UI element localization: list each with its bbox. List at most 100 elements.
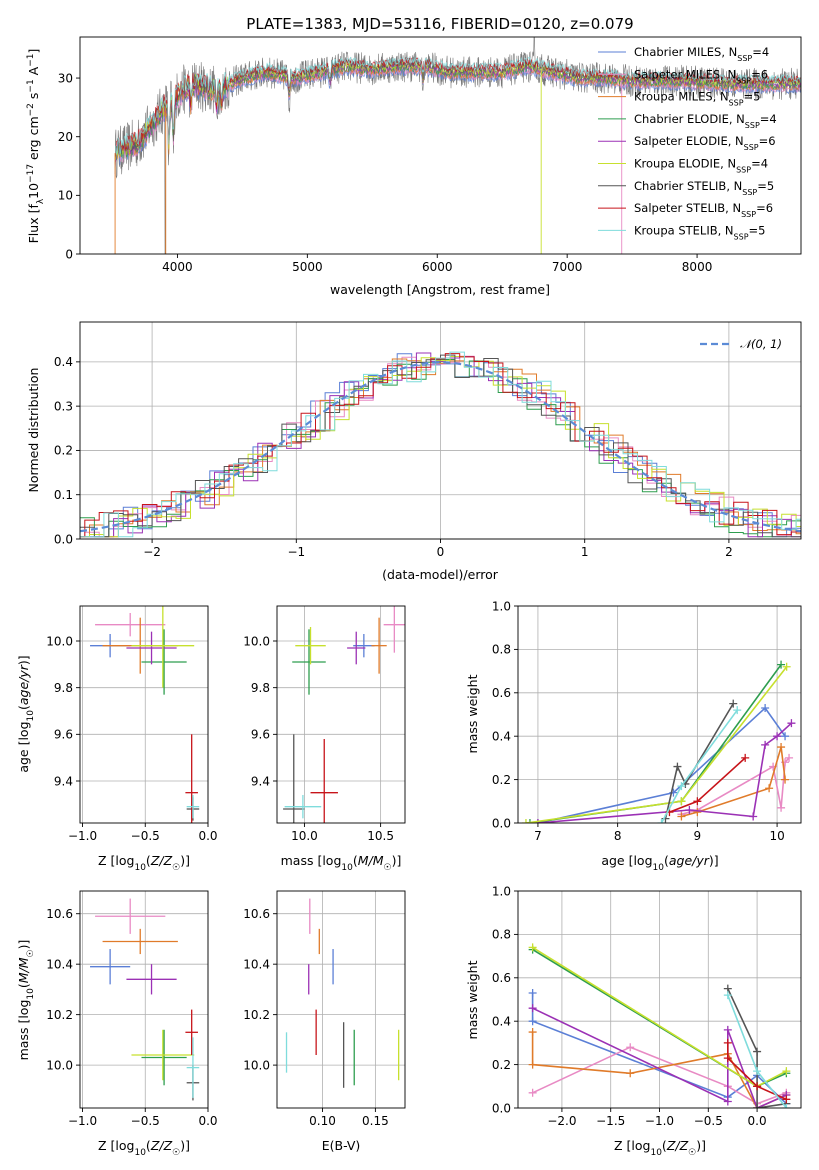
age_vs_mass-frame: 10.0 10.5 9.4 9.6 9.8 10.0 — [243, 605, 406, 843]
weight-series-kroupa-elodie — [521, 662, 791, 823]
weight_vs_Z-ytick-label: 0.0 — [492, 1101, 511, 1115]
weight-marker — [528, 1017, 537, 1026]
errorbar-salpeter-stelib — [185, 1009, 198, 1056]
age_vs_Z-plot — [90, 606, 200, 823]
weight-series-kroupa-stelib — [657, 706, 742, 823]
weight_vs_Z-ytick-label: 0.6 — [492, 971, 511, 985]
weight_vs_Z-ytick-label: 0.2 — [492, 1058, 511, 1072]
histogram-salpeter-elodie — [80, 352, 801, 538]
histogram-salpeter-stelib — [80, 353, 801, 538]
mass_vs_Z-xtick-label: −0.5 — [131, 1114, 160, 1128]
weight_vs_Z-ytick-label: 0.8 — [492, 928, 511, 942]
age_vs_mass-axes — [277, 606, 405, 823]
weight_vs_age-ytick-label: 1.0 — [492, 599, 511, 613]
spectrum-xtick-label: 8000 — [682, 260, 713, 274]
weight-series-chabrier-miles — [533, 703, 790, 823]
weight-age-xlabel: age [log10(age/yr)] — [601, 853, 718, 873]
mass_vs_ebv-ytick-label: 10.4 — [243, 957, 270, 971]
weight-marker — [693, 797, 702, 806]
weight-marker — [753, 1104, 762, 1108]
age-mass-xlabel: mass [log10(M/M☉)] — [281, 853, 402, 873]
age-Z-xlabel: Z [log10(Z/Z☉)] — [98, 853, 190, 873]
weight-Z-ylabel: mass weight — [465, 960, 480, 1039]
weight-marker — [626, 1069, 635, 1078]
mass_vs_Z-ytick-label: 10.6 — [46, 907, 73, 921]
errorbar-chabrier-miles — [90, 949, 131, 985]
weight-marker — [782, 662, 791, 671]
residuals-ytick-label: 0.0 — [54, 532, 73, 546]
legend-entry: Kroupa STELIB, NSSP=5 — [634, 223, 765, 241]
weight_vs_Z-xtick-label: −1.0 — [645, 1114, 674, 1128]
spectrum-title: PLATE=1383, MJD=53116, FIBERID=0120, z=0… — [246, 15, 633, 33]
weight-marker — [733, 706, 742, 715]
weight-marker — [528, 943, 537, 952]
histogram-chabrier-miles — [80, 353, 801, 538]
spectrum-xtick-label: 4000 — [162, 260, 193, 274]
weight-series-kroupa-miles — [677, 743, 790, 821]
weight_vs_Z-plot — [528, 943, 791, 1108]
legend-entry: 𝒩(0, 1) — [740, 337, 782, 351]
weight_vs_age-xtick-label: 8 — [614, 829, 622, 843]
weight-marker — [693, 808, 702, 817]
weight-marker — [782, 1095, 791, 1104]
weight_vs_age-ytick-label: 0.2 — [492, 773, 511, 787]
errorbar-salpeter-miles — [383, 606, 405, 653]
weight-marker — [528, 1028, 537, 1037]
spectrum-ytick-label: 0 — [65, 247, 73, 261]
errorbar-salpeter-elodie — [347, 631, 366, 665]
age_vs_mass-plot — [283, 606, 405, 823]
weight-marker — [673, 762, 682, 771]
weight_vs_age-xtick-label: 7 — [534, 829, 542, 843]
histogram-kroupa-miles — [80, 358, 801, 538]
residuals-xtick-label: 2 — [725, 545, 733, 559]
errorbar-salpeter-elodie — [126, 631, 177, 665]
spectrum-frame: 4000 5000 6000 7000 8000 0 10 20 30 — [58, 36, 802, 274]
mass_vs_Z-plot — [90, 898, 200, 1101]
weight-marker — [723, 1054, 732, 1063]
weight-marker — [677, 812, 686, 821]
residuals-ytick-label: 0.2 — [54, 444, 73, 458]
mass_vs_ebv-frame: 0.10 0.15 10.0 10.2 10.4 10.6 — [243, 890, 406, 1128]
age_vs_Z-ytick-label: 9.4 — [54, 774, 73, 788]
residuals-ytick-label: 0.1 — [54, 488, 73, 502]
residuals-xtick-label: −1 — [287, 545, 305, 559]
weight-marker — [741, 753, 750, 762]
legend-entry: Chabrier MILES, NSSP=4 — [634, 45, 769, 63]
errorbar-kroupa-miles — [102, 928, 178, 955]
age_vs_mass-ytick-label: 9.8 — [251, 681, 270, 695]
age_vs_Z-ytick-label: 9.6 — [54, 728, 73, 742]
legend-entry: Kroupa ELODIE, NSSP=4 — [634, 157, 768, 175]
weight-marker — [657, 819, 666, 823]
weight_vs_age-ytick-label: 0.4 — [492, 730, 511, 744]
errorbar-salpeter-miles — [95, 613, 166, 637]
residuals-ytick-label: 0.4 — [54, 355, 73, 369]
errorbar-chabrier-elodie — [292, 629, 326, 695]
mass_vs_ebv-ytick-label: 10.2 — [243, 1008, 270, 1022]
weight-age-ylabel: mass weight — [465, 674, 480, 753]
legend-entry: Chabrier STELIB, NSSP=5 — [634, 179, 774, 197]
mass_vs_Z-xtick-label: 0.0 — [198, 1114, 217, 1128]
age-Z-ylabel: age [log10(age/yr)] — [16, 655, 36, 772]
weight_vs_age-plot — [521, 660, 796, 823]
weight-marker — [785, 753, 794, 762]
legend-entry: Salpeter STELIB, NSSP=6 — [634, 201, 773, 219]
weight_vs_Z-ytick-label: 0.4 — [492, 1015, 511, 1029]
mass_vs_Z-border — [79, 890, 209, 1109]
age_vs_mass-ytick-label: 9.4 — [251, 774, 270, 788]
spectrum-xtick-label: 7000 — [552, 260, 583, 274]
weight-marker — [723, 1097, 732, 1106]
errorbar-salpeter-miles — [95, 898, 166, 934]
mass_vs_Z-ytick-label: 10.4 — [46, 957, 73, 971]
weight-marker — [723, 1025, 732, 1034]
age_vs_mass-xtick-label: 10.0 — [291, 829, 318, 843]
errorbar-chabrier-elodie — [141, 1029, 187, 1086]
mass_vs_Z-ytick-label: 10.2 — [46, 1008, 73, 1022]
mass_vs_Z-axes — [80, 891, 209, 1108]
weight-marker — [753, 1047, 762, 1056]
residuals-legend: 𝒩(0, 1) — [700, 337, 782, 351]
mass-Z-xlabel: Z [log10(Z/Z☉)] — [98, 1138, 190, 1158]
legend-entry: Salpeter MILES, NSSP=6 — [634, 67, 768, 85]
spectrum-plot — [114, 37, 801, 254]
weight-series-kroupa-stelib — [723, 991, 791, 1108]
